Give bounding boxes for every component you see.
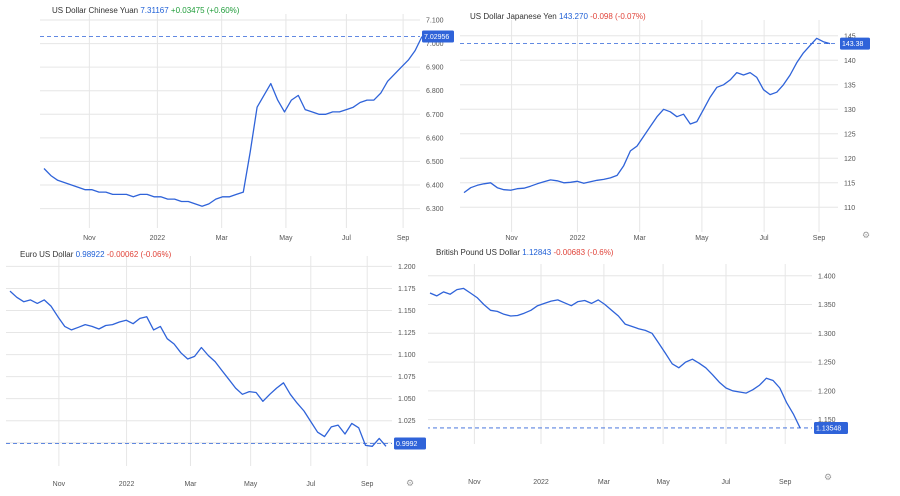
last-price-badge xyxy=(814,421,848,434)
y-tick-label: 140 xyxy=(844,58,856,65)
x-tick-label: Nov xyxy=(53,481,66,488)
y-tick-label: 6.500 xyxy=(426,159,444,166)
chart-svg-usdcny[interactable]: 7.100 7.000 6.900 6.800 6.700 6.600 6.500 6.400… xyxy=(40,0,468,246)
x-tick-label: Mar xyxy=(634,235,647,242)
price-series-line[interactable] xyxy=(463,37,831,194)
price-value: 143.270 xyxy=(558,12,588,21)
panel-title: US Dollar Japanese Yen 143.270 -0.098 (-… xyxy=(470,12,646,21)
x-tick-label: May xyxy=(656,479,670,486)
panel-title: US Dollar Chinese Yuan 7.31167 +0.03475 … xyxy=(52,6,239,15)
chart-panel-usdjpy[interactable]: 145 140 135 130 125 120 115 110 Nov 2022 Mar May Jul… xyxy=(460,6,880,246)
x-tick-label: May xyxy=(244,481,258,488)
last-price-badge xyxy=(422,30,454,43)
y-tick-label: 7.000 xyxy=(426,41,444,48)
y-tick-label: 130 xyxy=(844,107,856,114)
x-tick-label: May xyxy=(695,235,709,242)
x-tick-label: Jul xyxy=(342,235,351,242)
price-value: 1.12843 xyxy=(522,248,552,257)
y-tick-label: 135 xyxy=(844,82,856,89)
y-tick-label: 6.600 xyxy=(426,135,444,142)
y-tick-label: 110 xyxy=(844,205,855,212)
x-tick-label: Jul xyxy=(306,481,315,488)
y-tick-label: 6.900 xyxy=(426,65,444,72)
symbol-name: US Dollar Chinese Yuan xyxy=(52,6,139,15)
last-price-badge-text: 143.38 xyxy=(842,41,864,48)
settings-gear-icon[interactable]: ⚙ xyxy=(406,478,415,488)
y-tick-label: 1.050 xyxy=(398,396,416,403)
x-tick-label: Sep xyxy=(813,235,826,242)
y-tick-label: 1.175 xyxy=(398,286,416,293)
y-tick-label: 1.025 xyxy=(398,418,416,425)
change-value: -0.00683 (-0.6%) xyxy=(553,248,614,257)
y-tick-label: 1.100 xyxy=(398,352,416,359)
price-series-line[interactable] xyxy=(429,287,801,428)
x-tick-label: Mar xyxy=(184,481,197,488)
y-tick-label: 1.350 xyxy=(818,302,836,309)
change-value: -0.00062 (-0.06%) xyxy=(106,250,172,259)
x-tick-label: Sep xyxy=(361,481,374,488)
panel-title: British Pound US Dollar 1.12843 -0.00683… xyxy=(436,248,613,257)
x-tick-label: Sep xyxy=(397,235,410,242)
x-tick-label: 2022 xyxy=(150,235,166,242)
chart-panel-gbpusd[interactable]: 1.400 1.350 1.300 1.250 1.200 1.150 Nov 2022 Mar… xyxy=(428,244,880,496)
y-tick-label: 145 xyxy=(844,33,856,40)
last-price-badge-text: 0.9992 xyxy=(396,441,418,448)
x-tick-label: May xyxy=(279,235,293,242)
x-tick-label: Mar xyxy=(598,479,611,486)
y-tick-label: 1.200 xyxy=(398,264,416,271)
y-tick-label: 115 xyxy=(844,180,855,187)
price-value: 0.98922 xyxy=(75,250,105,259)
x-tick-label: 2022 xyxy=(533,479,549,486)
y-tick-label: 1.200 xyxy=(818,388,836,395)
change-value: +0.03475 (+0.60%) xyxy=(170,6,240,15)
x-tick-label: Mar xyxy=(216,235,229,242)
x-tick-label: 2022 xyxy=(119,481,135,488)
x-tick-label: Jul xyxy=(722,479,731,486)
price-value: 7.31167 xyxy=(140,6,169,15)
last-price-badge xyxy=(840,37,870,50)
last-price-badge-text: 1.13548 xyxy=(816,425,841,432)
x-tick-label: Jul xyxy=(760,235,769,242)
price-series-line[interactable] xyxy=(9,290,387,447)
chart-svg-eurusd[interactable]: 1.200 1.175 1.150 1.125 1.100 1.075 1.050 1.025… xyxy=(0,244,428,496)
y-tick-label: 1.125 xyxy=(398,330,416,337)
panel-title: Euro US Dollar 0.98922 -0.00062 (-0.06%) xyxy=(20,250,171,259)
y-tick-label: 120 xyxy=(844,156,856,163)
settings-gear-icon[interactable]: ⚙ xyxy=(862,230,871,240)
y-tick-label: 1.150 xyxy=(818,417,836,424)
x-tick-label: 2022 xyxy=(570,235,586,242)
symbol-name: British Pound US Dollar xyxy=(436,248,521,257)
y-tick-label: 6.800 xyxy=(426,88,444,95)
chart-panel-usdcny[interactable]: 7.100 7.000 6.900 6.800 6.700 6.600 6.500 6.400… xyxy=(40,0,468,246)
x-tick-label: Nov xyxy=(468,479,481,486)
y-tick-label: 1.400 xyxy=(818,273,836,280)
change-value: -0.098 (-0.07%) xyxy=(590,12,646,21)
y-tick-label: 1.150 xyxy=(398,308,416,315)
price-series-line[interactable] xyxy=(43,36,423,207)
y-tick-label: 125 xyxy=(844,131,856,138)
y-tick-label: 1.300 xyxy=(818,331,836,338)
chart-panel-eurusd[interactable]: 1.200 1.175 1.150 1.125 1.100 1.075 1.050 1.025… xyxy=(0,244,428,496)
last-price-badge xyxy=(394,437,426,450)
symbol-name: US Dollar Japanese Yen xyxy=(470,12,557,21)
y-tick-label: 6.700 xyxy=(426,112,444,119)
y-tick-label: 6.400 xyxy=(426,183,444,190)
y-tick-label: 1.075 xyxy=(398,374,416,381)
last-price-badge-text: 7.02956 xyxy=(424,34,449,41)
y-tick-label: 6.300 xyxy=(426,206,444,213)
symbol-name: Euro US Dollar xyxy=(20,250,74,259)
y-tick-label: 1.250 xyxy=(818,360,836,367)
x-tick-label: Sep xyxy=(779,479,792,486)
x-tick-label: Nov xyxy=(83,235,96,242)
y-tick-label: 7.100 xyxy=(426,18,444,25)
chart-svg-gbpusd[interactable]: 1.400 1.350 1.300 1.250 1.200 1.150 Nov 2022 Mar… xyxy=(428,244,880,496)
chart-svg-usdjpy[interactable]: 145 140 135 130 125 120 115 110 Nov 2022 Mar May Jul… xyxy=(460,6,880,246)
x-tick-label: Nov xyxy=(505,235,518,242)
settings-gear-icon[interactable]: ⚙ xyxy=(824,472,833,482)
